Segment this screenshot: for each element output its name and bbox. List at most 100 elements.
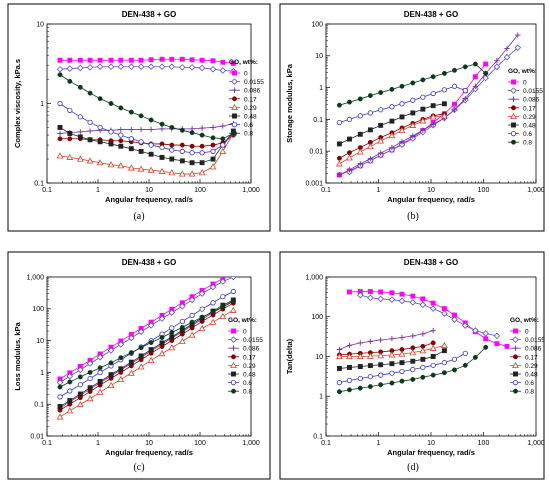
y-tick-label: 1 — [40, 370, 44, 377]
data-point — [483, 344, 489, 350]
legend-label: 0 — [243, 329, 247, 336]
data-point — [399, 378, 405, 384]
data-point — [199, 132, 205, 138]
data-point — [336, 141, 342, 147]
legend-label: 0 — [525, 329, 529, 336]
data-point — [159, 56, 165, 62]
data-point — [220, 142, 226, 148]
data-point — [86, 360, 94, 367]
data-point — [57, 124, 63, 130]
data-point — [199, 314, 205, 320]
legend-label: 0.0155 — [523, 88, 543, 95]
data-point — [117, 162, 125, 169]
data-point — [367, 289, 373, 295]
data-point — [430, 354, 436, 359]
legend-label: 0.17 — [523, 105, 536, 112]
data-point — [189, 130, 195, 136]
y-tick-label: 1 — [319, 394, 323, 401]
data-point — [347, 150, 352, 156]
data-point — [377, 150, 384, 156]
data-point — [377, 137, 385, 144]
data-point — [148, 117, 154, 123]
data-point — [452, 367, 457, 373]
data-point — [199, 306, 205, 312]
data-point — [57, 403, 63, 409]
data-point — [137, 165, 145, 172]
x-tick-label: 1,000 — [527, 440, 545, 447]
data-point — [220, 294, 226, 300]
data-point — [138, 57, 144, 63]
data-point — [189, 319, 195, 325]
data-point — [399, 101, 405, 107]
x-tick-label: 1 — [377, 440, 381, 447]
chart-panel: 0.1 1 10 100 1,0000.010.11101001,000DEN-438 … — [7, 251, 271, 480]
legend-marker — [231, 354, 236, 360]
data-point — [410, 376, 416, 382]
legend-marker — [232, 70, 237, 76]
data-point — [127, 164, 135, 171]
data-point — [159, 335, 165, 340]
data-point — [503, 53, 511, 61]
legend-marker — [510, 87, 517, 94]
data-point — [210, 124, 216, 131]
data-point — [77, 134, 83, 140]
data-point — [66, 407, 74, 414]
data-point — [398, 297, 406, 305]
data-point — [357, 364, 363, 369]
data-point — [378, 382, 384, 388]
legend-title: GO, wt%: — [510, 317, 539, 324]
legend-marker — [232, 130, 237, 136]
data-point — [198, 324, 206, 332]
data-point — [430, 372, 436, 378]
data-point — [399, 360, 405, 366]
x-tick-label: 1,000 — [242, 440, 260, 447]
data-point — [57, 72, 63, 78]
data-point — [67, 107, 73, 113]
legend-marker — [232, 96, 237, 102]
data-point — [56, 152, 64, 159]
data-point — [86, 157, 94, 164]
data-point — [168, 344, 176, 351]
data-point — [137, 63, 145, 71]
legend-marker — [511, 122, 516, 128]
data-point — [357, 340, 363, 346]
data-point — [107, 347, 115, 354]
x-axis-title: Angular frequency, rad/s — [387, 448, 475, 457]
series-line — [339, 330, 434, 350]
legend-marker — [512, 361, 519, 369]
data-point — [357, 113, 363, 119]
data-point — [97, 96, 103, 102]
x-tick-label: 100 — [478, 440, 490, 447]
data-point — [367, 110, 373, 116]
legend-marker — [511, 79, 516, 85]
data-point — [462, 88, 468, 94]
data-point — [147, 63, 155, 71]
data-point — [210, 135, 216, 141]
data-point — [346, 342, 353, 349]
data-point — [451, 107, 458, 113]
data-point — [230, 277, 237, 281]
legend-marker — [231, 371, 236, 377]
data-point — [86, 64, 94, 71]
data-point — [138, 139, 144, 145]
x-tick-label: 0.1 — [42, 187, 52, 194]
data-point — [452, 67, 457, 73]
data-point — [389, 336, 395, 342]
data-point — [429, 344, 437, 351]
data-point — [148, 57, 154, 63]
data-point — [420, 374, 426, 380]
x-tick-label: 1 — [377, 187, 381, 194]
y-tick-label: 1 — [319, 85, 323, 92]
data-point — [159, 144, 165, 151]
data-point — [179, 56, 185, 62]
data-point — [67, 379, 73, 385]
data-point — [388, 132, 396, 139]
data-point — [389, 86, 395, 92]
data-point — [410, 358, 416, 364]
legend-label: 0.17 — [244, 96, 257, 103]
data-point — [482, 330, 489, 337]
legend-marker — [231, 328, 236, 334]
data-point — [118, 138, 124, 144]
chart-title: DEN-438 + GO — [404, 258, 458, 267]
